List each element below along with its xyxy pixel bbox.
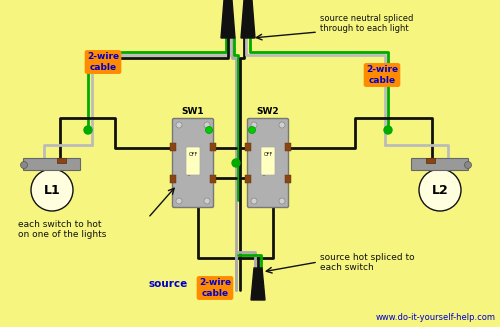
Circle shape: [384, 126, 392, 134]
Circle shape: [176, 122, 182, 128]
Circle shape: [262, 150, 266, 156]
Polygon shape: [251, 268, 265, 300]
Text: SW2: SW2: [256, 107, 280, 116]
Circle shape: [232, 159, 240, 167]
FancyBboxPatch shape: [261, 147, 275, 175]
FancyBboxPatch shape: [412, 159, 469, 170]
Bar: [170, 175, 176, 183]
Text: L1: L1: [44, 183, 60, 197]
Text: L2: L2: [432, 183, 448, 197]
Text: SW1: SW1: [182, 107, 204, 116]
Circle shape: [204, 198, 210, 204]
Text: each switch to hot: each switch to hot: [18, 220, 102, 229]
Bar: [170, 143, 176, 151]
Polygon shape: [241, 0, 255, 38]
Bar: [57, 158, 66, 163]
Text: www.do-it-yourself-help.com: www.do-it-yourself-help.com: [376, 313, 496, 322]
Bar: [285, 175, 291, 183]
Circle shape: [186, 170, 192, 176]
Circle shape: [262, 170, 266, 176]
FancyBboxPatch shape: [186, 147, 200, 175]
Text: 2-wire
cable: 2-wire cable: [366, 65, 398, 85]
Circle shape: [251, 198, 257, 204]
Circle shape: [176, 198, 182, 204]
Circle shape: [20, 162, 28, 168]
Text: source neutral spliced
through to each light: source neutral spliced through to each l…: [320, 14, 414, 33]
FancyBboxPatch shape: [172, 118, 214, 208]
Ellipse shape: [419, 169, 461, 211]
Circle shape: [251, 122, 257, 128]
FancyBboxPatch shape: [24, 159, 80, 170]
Bar: [210, 175, 216, 183]
Bar: [245, 175, 251, 183]
FancyBboxPatch shape: [248, 118, 288, 208]
Bar: [426, 158, 435, 163]
Bar: [245, 143, 251, 151]
Circle shape: [84, 126, 92, 134]
Text: OFF: OFF: [188, 152, 198, 158]
Text: OFF: OFF: [264, 152, 272, 158]
Text: on one of the lights: on one of the lights: [18, 230, 106, 239]
Circle shape: [464, 162, 471, 168]
Text: 2-wire
cable: 2-wire cable: [199, 278, 231, 298]
Text: 2-wire
cable: 2-wire cable: [87, 52, 119, 72]
Circle shape: [279, 198, 285, 204]
Circle shape: [204, 122, 210, 128]
Bar: [210, 143, 216, 151]
Polygon shape: [221, 0, 235, 38]
Text: source: source: [148, 279, 188, 289]
Circle shape: [248, 127, 256, 133]
Circle shape: [186, 150, 192, 156]
Text: source hot spliced to
each switch: source hot spliced to each switch: [320, 253, 414, 272]
Bar: [285, 143, 291, 151]
Ellipse shape: [31, 169, 73, 211]
Circle shape: [279, 122, 285, 128]
Circle shape: [206, 127, 212, 133]
